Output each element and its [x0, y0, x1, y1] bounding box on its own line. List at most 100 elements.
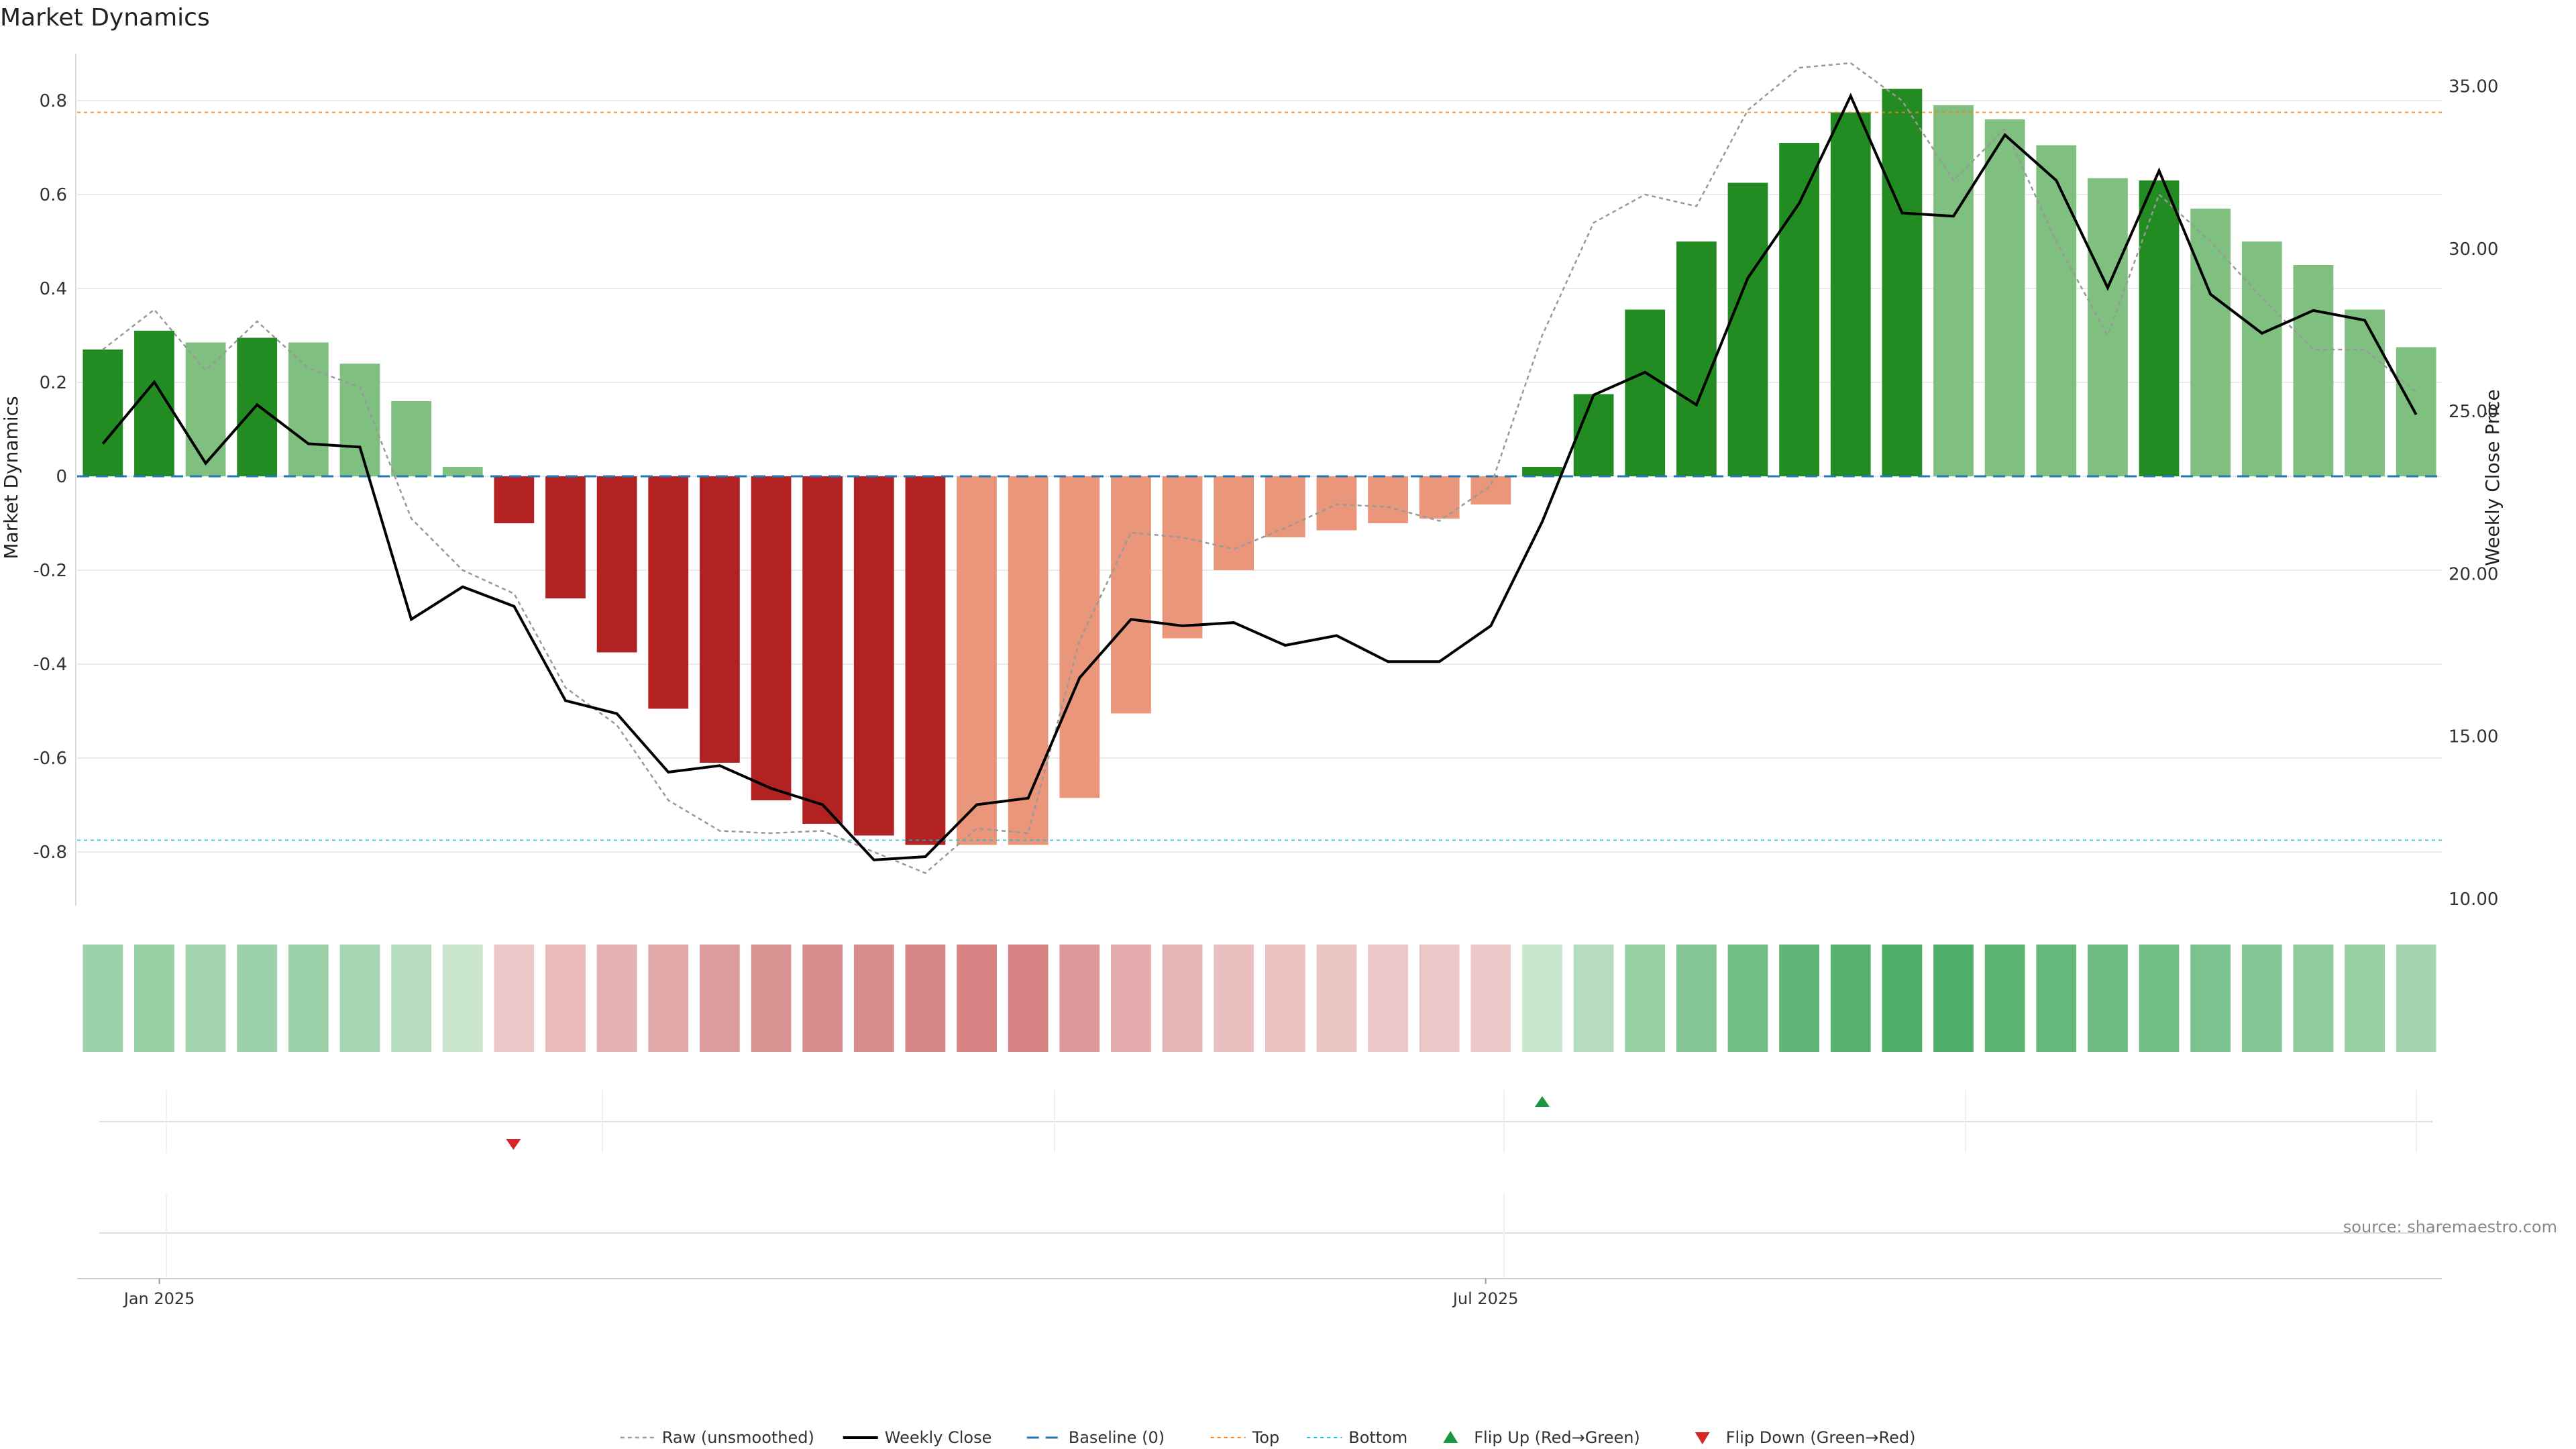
bar — [1008, 476, 1049, 845]
bar — [1059, 476, 1100, 798]
y-tick-label: 0.2 — [40, 373, 67, 393]
y2-tick-label: 30.00 — [2449, 239, 2498, 260]
heatmap-cell — [185, 945, 226, 1052]
bar — [1470, 476, 1511, 504]
heatmap-cell — [134, 945, 174, 1052]
legend-label: Flip Down (Green→Red) — [1726, 1428, 1916, 1447]
bar — [1368, 476, 1408, 523]
heatmap-cell — [802, 945, 843, 1052]
bar — [1214, 476, 1254, 570]
legend-flip-up-swatch — [1443, 1431, 1458, 1443]
bar — [2036, 145, 2077, 476]
heatmap-cell — [699, 945, 740, 1052]
legend: Raw (unsmoothed) Weekly Close Baseline (0)… — [620, 1428, 1916, 1447]
heatmap-cell — [391, 945, 431, 1052]
heatmap-cell — [1470, 945, 1511, 1052]
y-axis-ticks: -0.8 -0.6 -0.4 -0.2 0 0.2 0.4 0.6 0.8 — [33, 91, 67, 863]
bar — [545, 476, 586, 598]
heatmap-cell — [2088, 945, 2128, 1052]
heatmap-cell — [1984, 945, 2025, 1052]
y2-tick-label: 10.00 — [2449, 890, 2498, 910]
y-tick-label: -0.6 — [33, 749, 67, 769]
bar — [442, 467, 483, 476]
flip-up-marker — [1534, 1096, 1550, 1107]
heatmap-cell — [2190, 945, 2231, 1052]
bar — [1933, 105, 1974, 476]
legend-label: Top — [1252, 1428, 1280, 1447]
bar — [1522, 467, 1562, 476]
heatmap-cell — [2293, 945, 2334, 1052]
bar — [288, 342, 329, 476]
bar — [1625, 309, 1666, 476]
heatmap-cell — [1008, 945, 1049, 1052]
heatmap-cell — [442, 945, 483, 1052]
heatmap-cell — [905, 945, 946, 1052]
bar — [1779, 143, 1820, 476]
heatmap-cell — [751, 945, 792, 1052]
heatmap-cell — [853, 945, 894, 1052]
legend-flip-down-swatch — [1695, 1432, 1710, 1444]
heatmap-cell — [1882, 945, 1923, 1052]
legend-label: Bottom — [1348, 1428, 1407, 1447]
chart-title: Market Dynamics — [0, 4, 210, 32]
y-tick-label: 0 — [56, 467, 67, 487]
flip-panel — [77, 1090, 2442, 1279]
bar — [1316, 476, 1357, 531]
heatmap-cell — [2345, 945, 2385, 1052]
heatmap-cell — [237, 945, 278, 1052]
heatmap-strip — [83, 945, 2436, 1052]
heatmap-cell — [1265, 945, 1305, 1052]
heatmap-cell — [494, 945, 535, 1052]
bar — [2293, 265, 2334, 476]
legend-label: Baseline (0) — [1069, 1428, 1165, 1447]
bar — [1111, 476, 1151, 714]
heatmap-cell — [1522, 945, 1562, 1052]
heatmap-cell — [1419, 945, 1460, 1052]
heatmap-cell — [1214, 945, 1254, 1052]
source-note: source: sharemaestro.com — [2343, 1218, 2557, 1236]
y2-axis-ticks: 10.00 15.00 20.00 25.00 30.00 35.00 — [2449, 76, 2498, 910]
bar — [1573, 394, 1614, 476]
bar — [2088, 178, 2128, 476]
bar — [802, 476, 843, 824]
bar — [596, 476, 637, 653]
x-tick-label: Jan 2025 — [123, 1289, 195, 1308]
heatmap-cell — [1625, 945, 1666, 1052]
bar — [1882, 89, 1923, 476]
reference-lines — [77, 111, 2442, 841]
heatmap-cell — [1676, 945, 1717, 1052]
y2-tick-label: 35.00 — [2449, 76, 2498, 97]
y2-tick-label: 20.00 — [2449, 564, 2498, 584]
bar — [237, 337, 278, 476]
heatmap-cell — [2241, 945, 2282, 1052]
bar — [1419, 476, 1460, 519]
bar — [1676, 241, 1717, 476]
heatmap-cell — [1368, 945, 1408, 1052]
heatmap-cell — [2036, 945, 2077, 1052]
legend-label: Flip Up (Red→Green) — [1474, 1428, 1640, 1447]
heatmap-cell — [648, 945, 689, 1052]
y2-tick-label: 25.00 — [2449, 402, 2498, 422]
legend-label: Raw (unsmoothed) — [662, 1428, 814, 1447]
y2-axis-label: Weekly Close Price — [2481, 389, 2504, 566]
bar — [751, 476, 792, 800]
y-tick-label: 0.6 — [40, 185, 67, 205]
bar — [2241, 241, 2282, 476]
bar — [648, 476, 689, 709]
y-tick-label: -0.2 — [33, 561, 67, 581]
y2-tick-label: 15.00 — [2449, 727, 2498, 747]
bar — [2345, 309, 2385, 476]
heatmap-cell — [2396, 945, 2436, 1052]
flip-down-marker — [506, 1139, 521, 1150]
heatmap-cell — [1059, 945, 1100, 1052]
bar — [1162, 476, 1203, 639]
x-axis-ticks: Jan 2025 Jul 2025 — [123, 1279, 1519, 1308]
bar — [339, 364, 380, 476]
bar — [185, 342, 226, 476]
bar — [391, 401, 431, 476]
series-lines — [101, 62, 2418, 874]
heatmap-cell — [1111, 945, 1151, 1052]
bar — [699, 476, 740, 763]
bar — [957, 476, 997, 845]
y-tick-label: 0.8 — [40, 91, 67, 111]
